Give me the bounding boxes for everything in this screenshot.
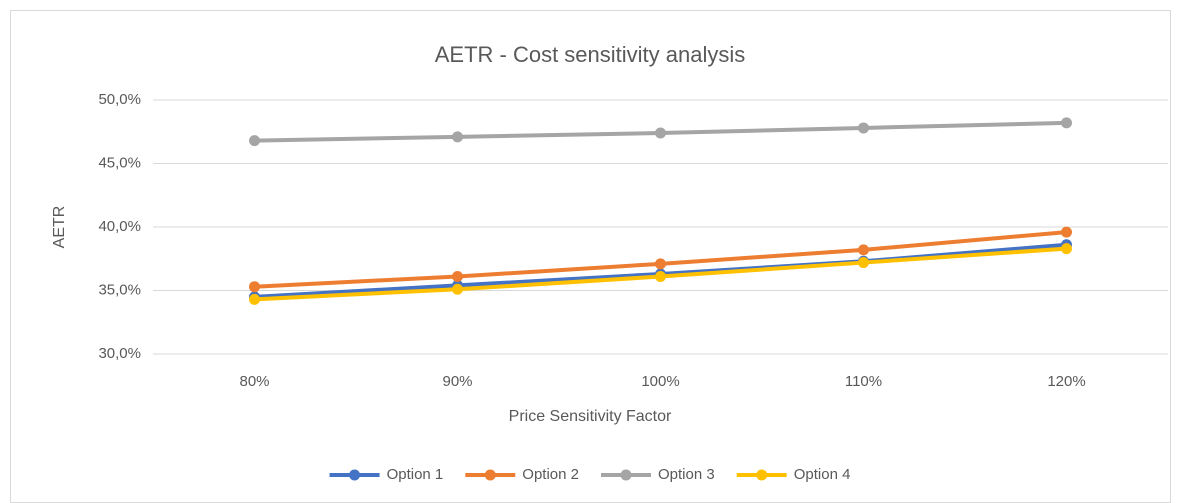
chart-border xyxy=(10,10,1171,503)
y-tick-label: 50,0% xyxy=(98,91,141,108)
series-marker xyxy=(1061,243,1072,255)
series-marker xyxy=(452,271,463,283)
series-marker xyxy=(655,127,666,139)
y-tick-label: 45,0% xyxy=(98,154,141,171)
x-tick-label: 120% xyxy=(1047,373,1085,390)
y-tick-label: 35,0% xyxy=(98,281,141,298)
series-marker xyxy=(1061,117,1072,129)
legend-marker xyxy=(349,469,361,481)
series-marker xyxy=(655,271,666,283)
x-tick-label: 90% xyxy=(442,373,472,390)
y-tick-label: 40,0% xyxy=(98,218,141,235)
y-axis-title: AETR xyxy=(51,206,68,249)
legend-label: Option 3 xyxy=(658,466,715,483)
y-tick-label: 30,0% xyxy=(98,345,141,362)
legend-marker xyxy=(620,469,632,481)
x-tick-label: 100% xyxy=(641,373,679,390)
series-marker xyxy=(249,293,260,305)
legend-item: Option 2 xyxy=(465,466,579,483)
legend-item: Option 1 xyxy=(329,466,444,483)
legend-label: Option 2 xyxy=(522,466,579,483)
x-tick-label: 110% xyxy=(845,373,882,390)
legend-item: Option 4 xyxy=(736,466,851,483)
legend-marker xyxy=(756,469,768,481)
legend-label: Option 1 xyxy=(387,466,444,483)
series-marker xyxy=(452,131,463,143)
series-marker xyxy=(249,281,260,293)
legend-label: Option 4 xyxy=(794,466,851,483)
chart-title: AETR - Cost sensitivity analysis xyxy=(435,42,746,67)
series-marker xyxy=(858,244,869,256)
legend-marker xyxy=(484,469,496,481)
series-marker xyxy=(452,283,463,295)
series-marker xyxy=(249,135,260,147)
x-tick-label: 80% xyxy=(239,373,269,390)
x-axis-title: Price Sensitivity Factor xyxy=(509,408,672,425)
series-marker xyxy=(858,122,869,134)
legend-item: Option 3 xyxy=(601,466,715,483)
series-marker xyxy=(858,257,869,269)
series-marker xyxy=(1061,226,1072,238)
series-marker xyxy=(655,258,666,270)
